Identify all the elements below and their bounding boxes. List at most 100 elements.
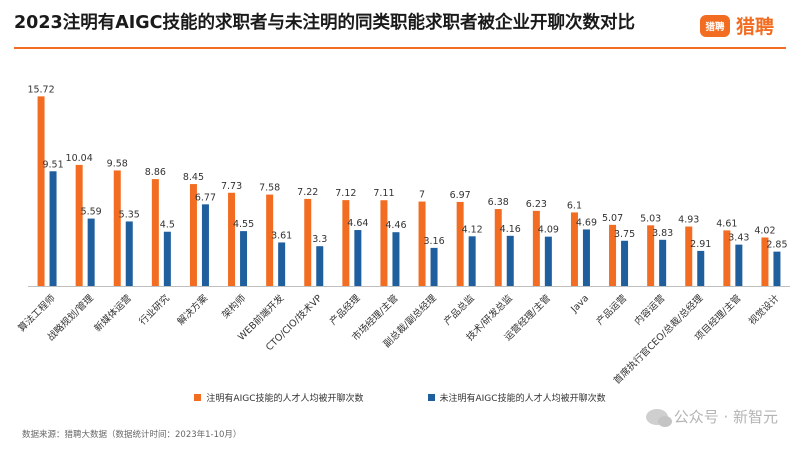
bar-non-aigc [697,250,705,286]
data-label-non-aigc: 4.16 [500,224,521,235]
bar-non-aigc [163,231,171,286]
bar-non-aigc [430,247,438,286]
bar-aigc [723,230,731,286]
x-tick-label: Java [568,293,591,316]
bar-aigc [609,224,617,286]
bar-non-aigc [582,229,590,286]
legend-swatch-aigc [194,394,202,401]
bar-non-aigc [316,246,324,286]
data-label-aigc: 8.86 [145,167,166,178]
bar-aigc [532,210,540,286]
bar-non-aigc [354,230,362,286]
data-label-non-aigc: 2.85 [766,240,787,251]
data-label-aigc: 5.03 [640,213,661,224]
bar-non-aigc [392,232,400,286]
x-tick-label: 架构师 [220,292,249,321]
legend-item-aigc: 注明有AIGC技能的人才人均被开聊次数 [194,391,364,404]
bar-aigc [685,226,693,286]
bar-aigc [418,201,426,286]
bar-non-aigc [49,171,57,286]
data-label-aigc: 7.12 [335,188,356,199]
data-label-aigc: 7 [419,190,425,201]
brand-name: 猎聘 [735,16,774,38]
legend-item-non-aigc: 未注明有AIGC技能的人才人均被开聊次数 [427,391,606,404]
data-label-non-aigc: 4.12 [462,224,483,235]
data-source-note: 数据来源：猎聘大数据（数据统计时间：2023年1-10月） [22,430,242,440]
bar-non-aigc [125,221,133,286]
bar-non-aigc [621,240,629,286]
data-label-non-aigc: 4.09 [538,225,559,236]
x-tick-label: 视觉设计 [746,292,782,328]
data-label-aigc: 7.58 [259,183,280,194]
bar-aigc [304,198,312,286]
watermark: 公众号 · 新智元 [645,406,778,427]
legend-label-non-aigc: 未注明有AIGC技能的人才人均被开聊次数 [439,394,606,404]
data-label-non-aigc: 3.3 [312,234,327,245]
data-label-aigc: 4.02 [754,226,775,237]
x-tick-label: 产品总监 [441,292,477,328]
data-label-non-aigc: 4.64 [347,218,368,229]
legend-swatch-non-aigc [427,394,435,401]
data-label-non-aigc: 3.16 [423,236,444,247]
data-label-non-aigc: 4.5 [160,220,175,231]
bar-aigc [151,179,159,286]
data-label-aigc: 4.93 [678,215,699,226]
x-tick-label: 产品运营 [594,292,629,327]
data-label-aigc: 6.23 [526,199,547,210]
bar-non-aigc [87,218,95,286]
bar-aigc [494,209,502,286]
data-label-non-aigc: 3.83 [652,228,673,239]
watermark-text: 公众号 · 新智元 [673,408,778,426]
bar-aigc [380,200,388,286]
bar-aigc [266,194,274,286]
bar-aigc [37,96,45,286]
data-label-non-aigc: 4.55 [233,219,254,230]
data-label-non-aigc: 3.61 [271,230,292,241]
data-label-non-aigc: 4.46 [385,220,406,231]
bar-aigc [342,200,350,286]
bar-aigc [75,164,83,286]
data-label-aigc: 5.07 [602,213,623,224]
data-label-aigc: 7.11 [373,188,394,199]
data-label-non-aigc: 3.75 [614,229,635,240]
bar-aigc [228,192,236,286]
bar-non-aigc [506,235,514,286]
data-label-aigc: 6.97 [450,190,471,201]
x-tick-label: 新媒体运营 [92,292,134,334]
chart-legend: 注明有AIGC技能的人才人均被开聊次数 未注明有AIGC技能的人才人均被开聊次数 [0,391,800,404]
bar-non-aigc [659,239,667,286]
data-label-aigc: 9.58 [107,158,128,169]
chart-title: 2023注明有AIGC技能的求职者与未注明的同类职能求职者被企业开聊次数对比 [14,13,635,33]
data-label-aigc: 10.04 [66,153,93,164]
data-label-non-aigc: 5.59 [81,207,102,218]
liepin-icon: 猎聘 [699,14,730,37]
bar-non-aigc [468,236,476,286]
x-tick-label: 内容运营 [632,292,667,327]
data-label-aigc: 7.73 [221,181,242,192]
data-label-non-aigc: 5.35 [119,209,140,220]
x-tick-label: 产品经理 [327,292,363,328]
data-label-non-aigc: 2.91 [690,239,711,250]
wechat-icon [645,408,672,427]
data-label-aigc: 4.61 [716,218,737,229]
data-label-aigc: 15.72 [27,84,54,95]
data-label-non-aigc: 4.69 [576,217,597,228]
data-label-non-aigc: 6.77 [195,192,216,203]
data-label-non-aigc: 3.43 [728,233,749,244]
x-tick-label: 解决方案 [175,292,211,328]
data-label-aigc: 7.22 [297,187,318,198]
bar-aigc [647,225,655,286]
bar-non-aigc [278,242,286,286]
bar-non-aigc [544,236,552,286]
bar-aigc [189,184,197,286]
data-label-aigc: 6.38 [488,197,509,208]
data-label-non-aigc: 9.51 [42,159,63,170]
bar-aigc [113,170,121,286]
bar-non-aigc [773,251,781,286]
legend-label-aigc: 注明有AIGC技能的人才人均被开聊次数 [206,394,364,404]
bar-non-aigc [201,204,209,286]
bar-aigc [456,201,464,286]
bar-aigc [761,237,769,286]
x-tick-label: 行业研究 [137,292,173,328]
